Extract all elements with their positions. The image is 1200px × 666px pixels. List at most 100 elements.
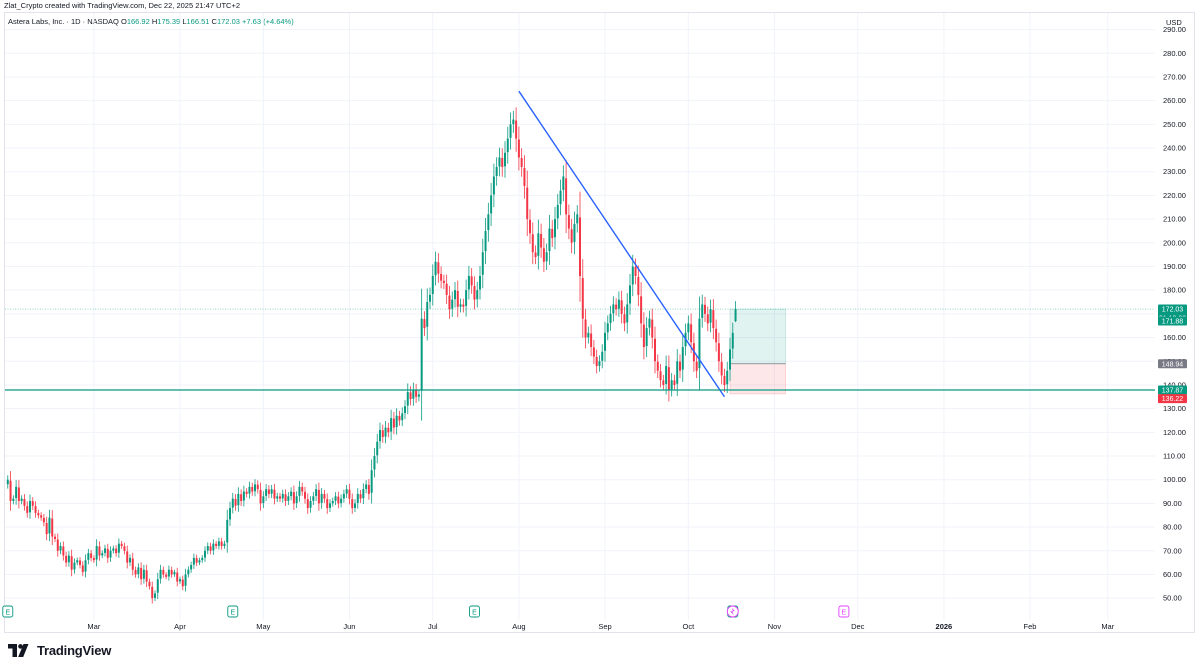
candle [331, 497, 334, 507]
candle [417, 389, 420, 402]
candle-body [65, 555, 68, 563]
candle [462, 298, 465, 313]
candle [215, 540, 218, 549]
candle-body [404, 406, 406, 414]
candle-body [254, 484, 256, 492]
candle-body [448, 295, 451, 310]
candle-body [534, 252, 537, 258]
candle-body [567, 215, 570, 229]
candle [231, 492, 234, 514]
candle [240, 489, 243, 506]
candle [404, 400, 406, 420]
candle [354, 499, 356, 513]
candle-body [576, 214, 579, 224]
y-tick-label: 190.00 [1163, 262, 1186, 271]
x-tick-label: Jul [428, 622, 438, 631]
candle-body [79, 560, 81, 565]
candle [137, 563, 140, 579]
candle [515, 107, 518, 152]
candle-body [384, 427, 387, 437]
candle-body [90, 553, 93, 558]
x-tick-label: Mar [1101, 622, 1114, 631]
candle [315, 484, 318, 502]
candle-body [290, 491, 293, 497]
candle-body [654, 338, 656, 362]
candle [290, 487, 293, 501]
candle [434, 251, 437, 286]
candle-body [56, 539, 59, 551]
candle [162, 566, 165, 578]
candle-body [17, 487, 20, 502]
open-label: O [120, 17, 127, 26]
y-tick-label: 290.00 [1163, 25, 1186, 34]
candle [98, 541, 101, 561]
candle [531, 222, 534, 265]
candle [726, 361, 729, 394]
candle [445, 274, 448, 304]
low-label: L [182, 17, 187, 26]
candle-body [340, 498, 343, 504]
candle [540, 223, 543, 258]
candle-body [154, 593, 156, 598]
candle [665, 355, 668, 395]
candle [565, 159, 568, 233]
price-label-text: 171.88 [1162, 318, 1184, 325]
candle-body [681, 347, 684, 370]
candle [554, 206, 556, 250]
candle-body [629, 285, 631, 304]
candle-body [615, 304, 618, 310]
candle-body [190, 564, 193, 570]
candle [501, 148, 504, 177]
candle [442, 274, 445, 290]
event-markers: EEEEE [2, 605, 850, 618]
candle-body [731, 332, 734, 349]
candle [276, 492, 279, 502]
candle [648, 310, 651, 336]
candle [587, 326, 590, 344]
candle-body [156, 579, 159, 593]
candle-body [351, 499, 354, 509]
candle-body [323, 494, 326, 499]
candle-body [73, 562, 76, 570]
candle [323, 489, 326, 503]
candle [498, 147, 501, 177]
candle [201, 555, 204, 563]
candle [440, 266, 443, 289]
candle-body [20, 498, 23, 501]
change-value: +7.63 (+4.64%) [242, 17, 294, 26]
candle-body [495, 166, 498, 176]
x-tick-label: May [256, 622, 270, 631]
downtrend-line [518, 90, 726, 398]
x-tick-label: Oct [682, 622, 695, 631]
candle [234, 494, 237, 511]
candle [642, 312, 645, 360]
candle-body [142, 569, 145, 579]
candle-body [184, 574, 187, 586]
candle [448, 286, 451, 319]
candle-body [281, 493, 284, 499]
long-position-tool [729, 308, 786, 395]
candle-body [354, 503, 356, 508]
candle-body [223, 543, 226, 546]
candle-body [92, 557, 95, 561]
candle [523, 155, 526, 199]
candle [526, 170, 529, 237]
candle [467, 265, 470, 300]
candle [492, 163, 495, 208]
candle-body [76, 560, 79, 563]
candle-body [284, 494, 287, 502]
candle-body [337, 496, 340, 504]
candle [365, 480, 368, 494]
candle-body [592, 347, 595, 357]
candle-body [573, 223, 576, 242]
candle-body [484, 230, 487, 252]
candle-body [181, 579, 184, 587]
candle-body [217, 541, 220, 546]
candle-body [529, 219, 531, 234]
candle [256, 480, 259, 494]
y-tick-label: 160.00 [1163, 333, 1186, 342]
candle [723, 368, 726, 393]
candle-body [715, 328, 718, 343]
candle-body [212, 543, 215, 551]
